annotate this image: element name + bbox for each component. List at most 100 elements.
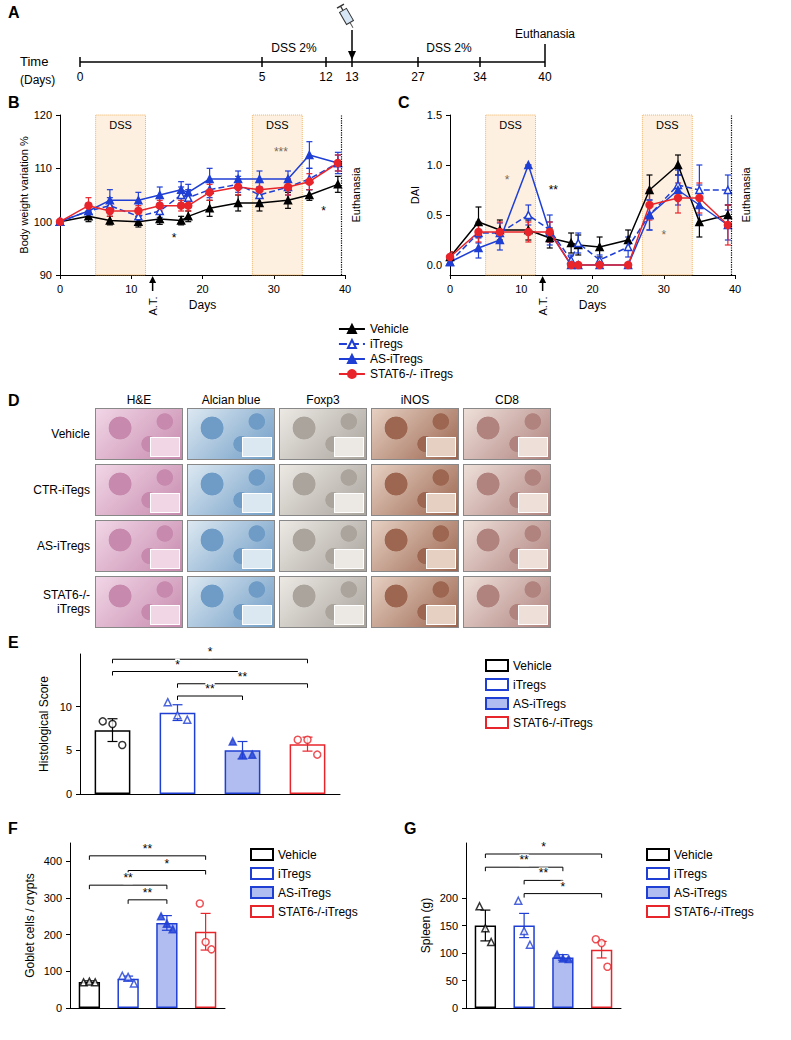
svg-text:Days: Days — [579, 298, 606, 312]
svg-text:5: 5 — [259, 70, 266, 84]
svg-text:0: 0 — [66, 788, 72, 800]
svg-text:*: * — [175, 658, 180, 672]
svg-text:AS-iTregs: AS-iTregs — [513, 697, 566, 711]
svg-text:20: 20 — [586, 283, 598, 295]
svg-text:*: * — [165, 857, 170, 871]
svg-text:Vehicle: Vehicle — [513, 659, 552, 673]
svg-text:*: * — [172, 231, 177, 245]
svg-text:400: 400 — [44, 855, 62, 867]
svg-text:120: 120 — [34, 109, 52, 121]
svg-text:0: 0 — [57, 283, 63, 295]
svg-text:27: 27 — [411, 70, 425, 84]
html-text:Alcian blue: Alcian blue — [201, 393, 261, 407]
svg-text:Histological Score: Histological Score — [37, 676, 51, 772]
svg-text:STAT6-/-iTregs: STAT6-/-iTregs — [674, 905, 754, 919]
svg-text:Body weight variation %: Body weight variation % — [18, 136, 30, 254]
svg-text:*: * — [541, 840, 546, 854]
svg-text:STAT6-/- iTregs: STAT6-/- iTregs — [370, 367, 453, 381]
svg-text:**: ** — [549, 183, 559, 197]
svg-text:Vehicle: Vehicle — [278, 848, 317, 862]
svg-text:iTregs: iTregs — [674, 867, 707, 881]
svg-text:**: ** — [143, 842, 153, 856]
svg-text:**: ** — [143, 886, 153, 900]
svg-text:B: B — [8, 94, 20, 111]
svg-text:DSS: DSS — [499, 119, 522, 131]
svg-text:A.T.: A.T. — [537, 297, 549, 316]
svg-text:A: A — [8, 4, 20, 21]
svg-text:Vehicle: Vehicle — [370, 322, 409, 336]
svg-text:DSS 2%: DSS 2% — [426, 41, 472, 55]
svg-text:0: 0 — [447, 283, 453, 295]
svg-text:10: 10 — [125, 283, 137, 295]
svg-text:**: ** — [205, 682, 215, 696]
html-text:iNOS: iNOS — [400, 393, 430, 407]
svg-text:100: 100 — [34, 216, 52, 228]
svg-text:0.0: 0.0 — [427, 259, 442, 271]
svg-text:30: 30 — [658, 283, 670, 295]
svg-text:110: 110 — [34, 162, 52, 174]
svg-text:*: * — [208, 645, 213, 659]
svg-text:C: C — [398, 94, 410, 111]
svg-text:40: 40 — [339, 283, 351, 295]
svg-text:iTregs: iTregs — [278, 867, 311, 881]
svg-text:1.0: 1.0 — [427, 159, 442, 171]
svg-text:AS-iTregs: AS-iTregs — [674, 886, 727, 900]
svg-text:13: 13 — [345, 70, 359, 84]
svg-text:**: ** — [238, 670, 248, 684]
svg-text:300: 300 — [44, 892, 62, 904]
svg-text:1.5: 1.5 — [427, 109, 442, 121]
svg-text:100: 100 — [44, 965, 62, 977]
html-text:H&E: H&E — [126, 393, 152, 407]
svg-text:DSS: DSS — [109, 119, 132, 131]
svg-text:34: 34 — [473, 70, 487, 84]
svg-text:5: 5 — [66, 744, 72, 756]
svg-text:50: 50 — [446, 975, 458, 987]
svg-text:10: 10 — [60, 701, 72, 713]
svg-text:Euthanasia: Euthanasia — [740, 167, 752, 223]
svg-text:**: ** — [123, 871, 133, 885]
svg-text:Goblet cells / crypts: Goblet cells / crypts — [23, 873, 37, 978]
svg-text:E: E — [8, 634, 19, 651]
svg-text:A.T.: A.T. — [147, 297, 159, 316]
svg-text:Euthanasia: Euthanasia — [350, 167, 362, 223]
svg-text:200: 200 — [440, 892, 458, 904]
svg-text:*: * — [321, 204, 326, 218]
svg-text:Days: Days — [189, 298, 216, 312]
svg-text:STAT6-/-iTregs: STAT6-/-iTregs — [513, 716, 593, 730]
svg-text:iTregs: iTregs — [513, 678, 546, 692]
svg-text:0: 0 — [77, 70, 84, 84]
svg-text:STAT6-/-iTregs: STAT6-/-iTregs — [278, 905, 358, 919]
svg-text:(Days): (Days) — [20, 73, 55, 87]
svg-text:0: 0 — [56, 1002, 62, 1014]
html-text:CD8: CD8 — [495, 393, 519, 407]
svg-text:AS-iTregs: AS-iTregs — [278, 886, 331, 900]
svg-text:40: 40 — [729, 283, 741, 295]
svg-text:Time: Time — [20, 54, 48, 69]
svg-text:**: ** — [539, 866, 549, 880]
svg-text:12: 12 — [319, 70, 333, 84]
svg-text:AS-iTregs: AS-iTregs — [370, 352, 423, 366]
svg-text:30: 30 — [268, 283, 280, 295]
svg-text:Spleen (g): Spleen (g) — [419, 898, 433, 953]
svg-text:0: 0 — [452, 1002, 458, 1014]
svg-text:Euthanasia: Euthanasia — [515, 27, 575, 41]
svg-text:0.5: 0.5 — [427, 209, 442, 221]
svg-text:100: 100 — [440, 947, 458, 959]
html-text:Foxp3: Foxp3 — [306, 393, 340, 407]
svg-text:40: 40 — [538, 70, 552, 84]
svg-text:DSS 2%: DSS 2% — [271, 41, 317, 55]
svg-text:*: * — [561, 880, 566, 894]
svg-text:**: ** — [519, 853, 529, 867]
svg-text:20: 20 — [196, 283, 208, 295]
svg-text:iTregs: iTregs — [370, 337, 403, 351]
svg-text:DSS: DSS — [266, 119, 289, 131]
svg-text:90: 90 — [40, 269, 52, 281]
svg-text:G: G — [404, 820, 416, 837]
svg-text:10: 10 — [515, 283, 527, 295]
svg-text:DSS: DSS — [656, 119, 679, 131]
svg-text:Vehicle: Vehicle — [674, 848, 713, 862]
svg-text:200: 200 — [44, 929, 62, 941]
svg-text:DAI: DAI — [409, 186, 421, 204]
svg-text:F: F — [8, 820, 18, 837]
svg-text:150: 150 — [440, 920, 458, 932]
